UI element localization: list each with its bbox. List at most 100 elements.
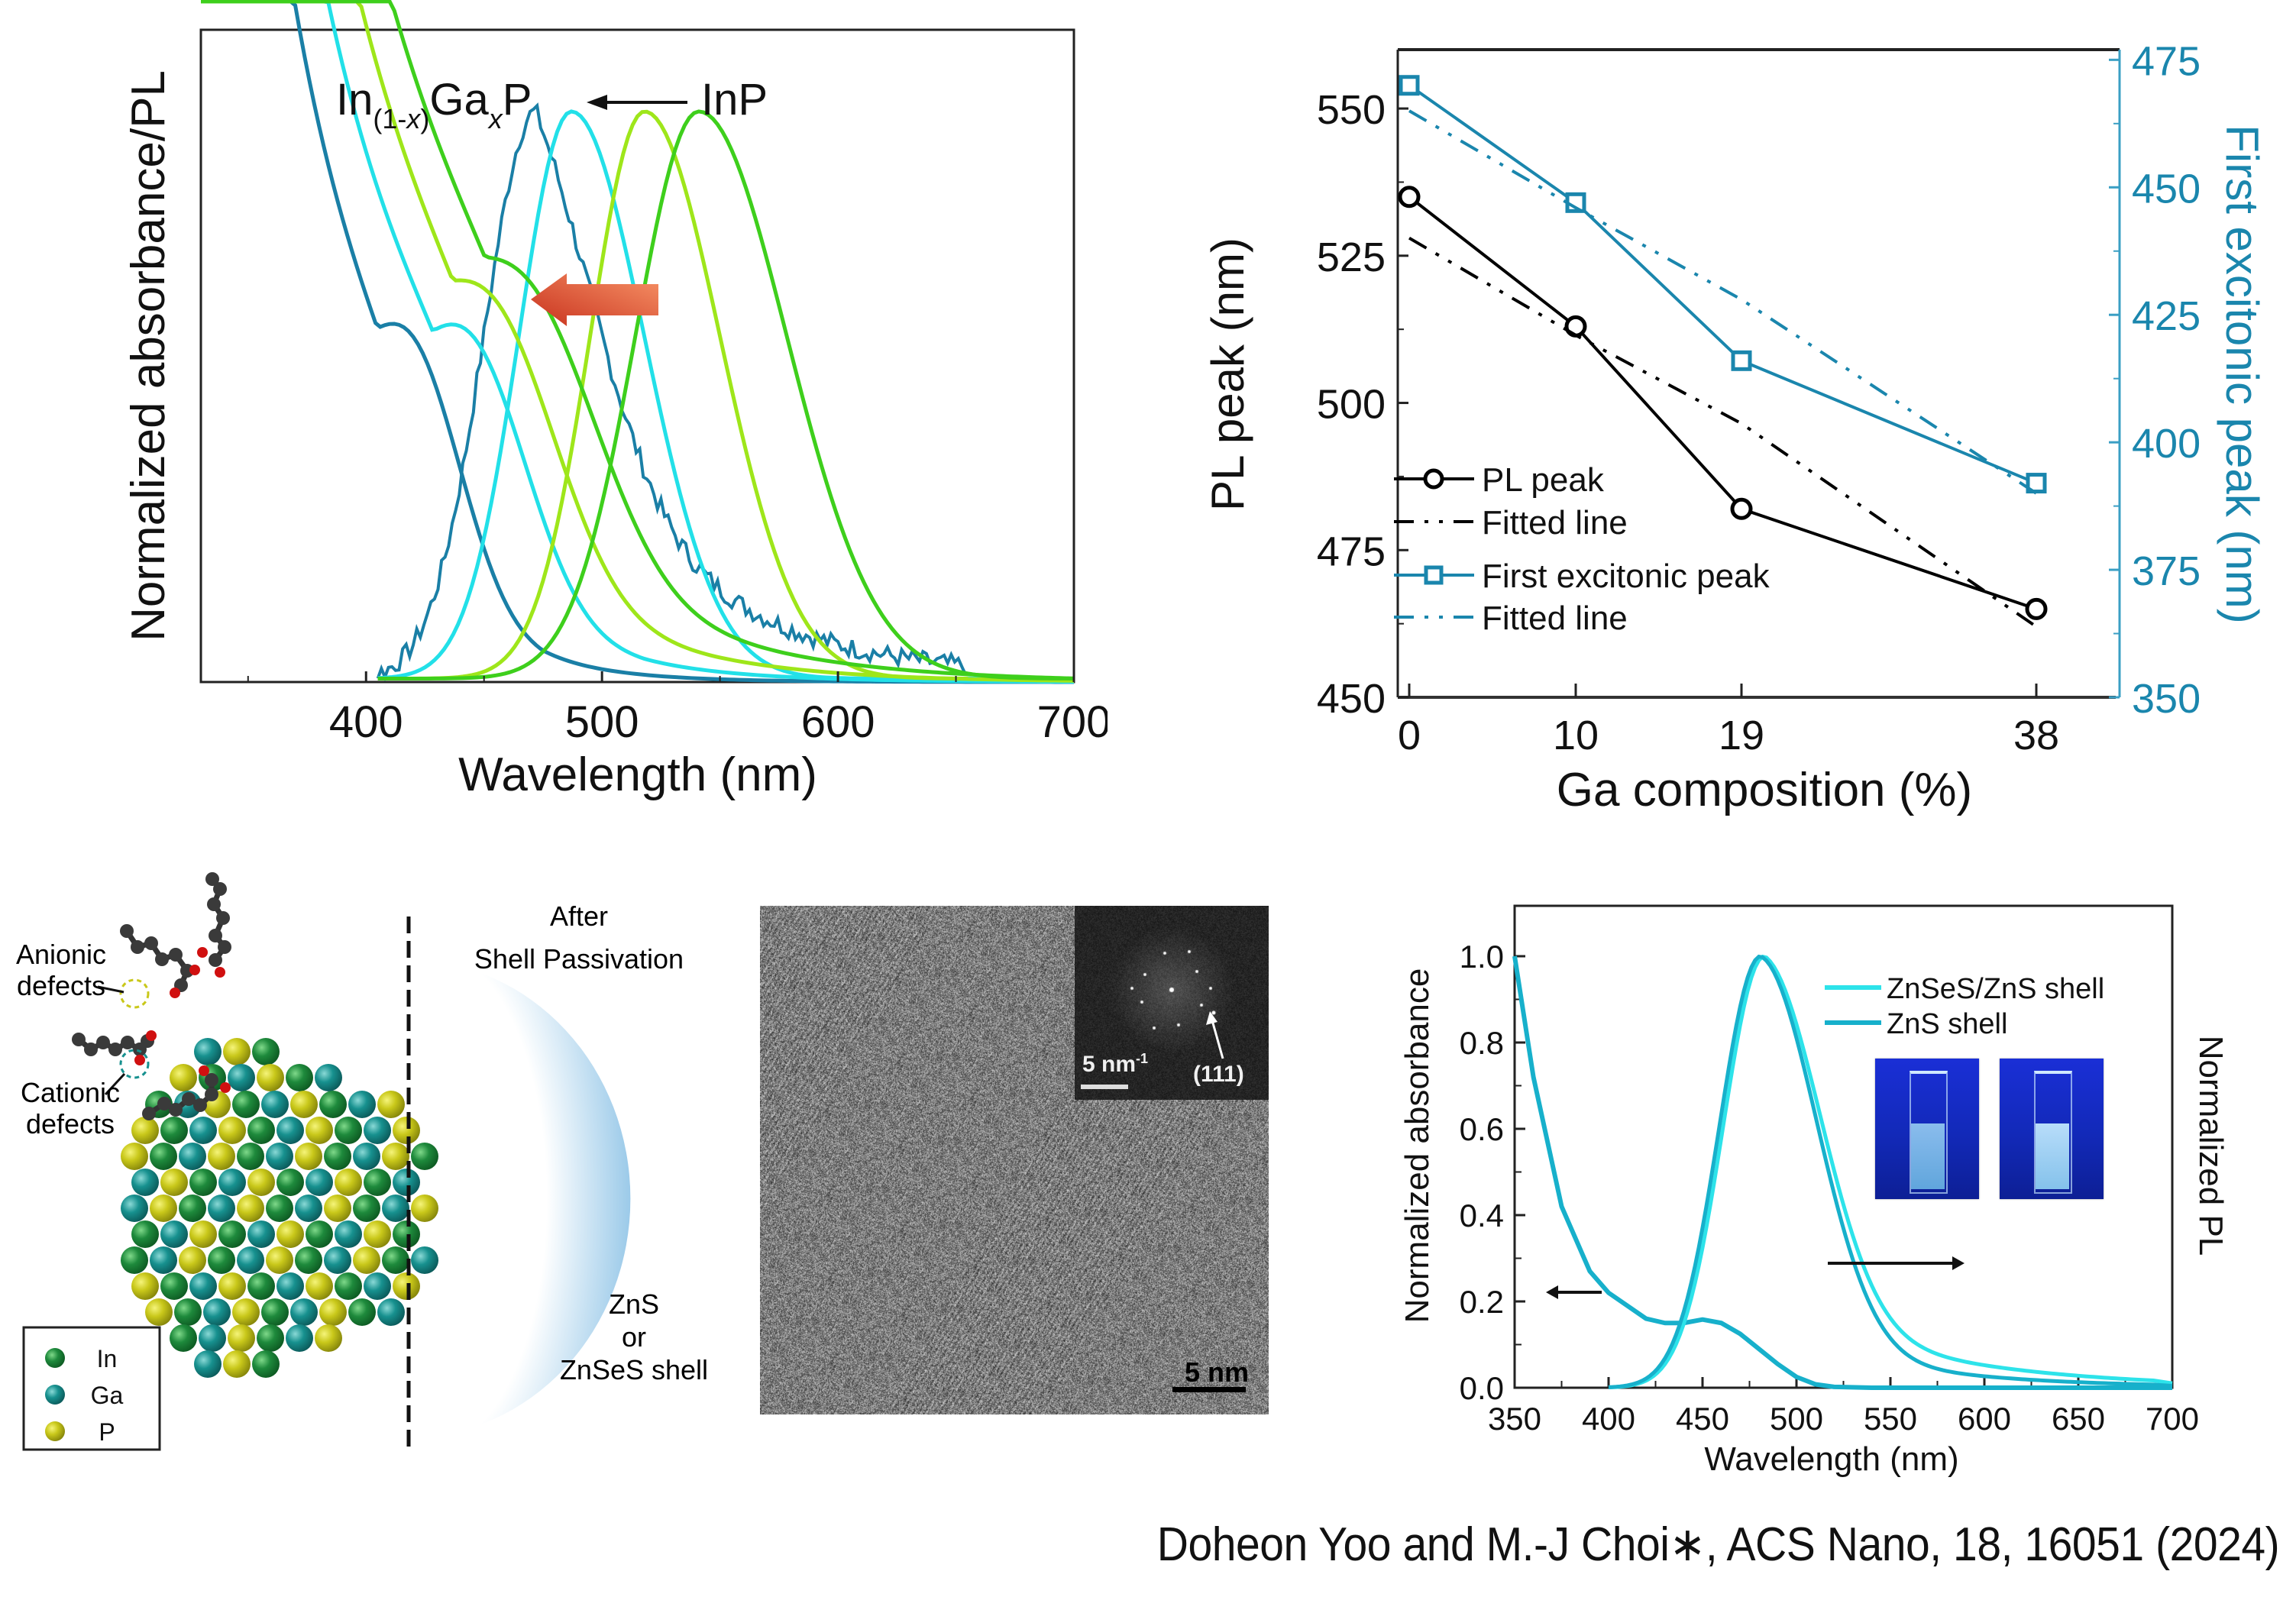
fft-scale-bar	[1081, 1085, 1128, 1089]
shell-label-2: or	[622, 1321, 646, 1353]
p-atom	[218, 1117, 246, 1144]
p-atom	[393, 1117, 420, 1144]
shift-arrow-icon	[531, 273, 658, 326]
x-axis-label: Ga composition (%)	[1557, 764, 1972, 816]
legend-label: P	[99, 1418, 115, 1446]
x-tick-label: 400	[1582, 1401, 1635, 1437]
ga-atom	[353, 1143, 380, 1170]
p-atom	[189, 1220, 217, 1248]
p-atom	[393, 1272, 420, 1300]
series-line	[1408, 84, 2037, 485]
cationic-label: Cationic	[21, 1077, 120, 1108]
carbon-atom	[169, 1103, 183, 1117]
in-atom	[276, 1169, 304, 1196]
ga-atom	[377, 1298, 405, 1326]
carbon-atom	[182, 1092, 196, 1106]
carbon-atom	[216, 911, 230, 925]
carbon-atom	[96, 1036, 110, 1049]
y2-tick-label: 400	[2132, 421, 2201, 467]
in-atom	[252, 1038, 280, 1065]
oxygen-atom	[197, 947, 208, 958]
ga-atom	[393, 1169, 420, 1196]
in-atom	[170, 1324, 197, 1352]
p-atom	[223, 1350, 251, 1378]
in-atom	[174, 1298, 202, 1326]
x-tick-label: 700	[2146, 1401, 2199, 1437]
y2-axis-label: First excitonic peak (nm)	[2217, 124, 2268, 624]
anionic-label-2: defects	[17, 970, 105, 1001]
in-atom	[257, 1324, 284, 1352]
p-atom	[257, 1064, 284, 1091]
chart-legend: PL peak Fitted line First excitonic peak Fi…	[1394, 461, 1771, 637]
y2-tick-label: 450	[2132, 166, 2201, 212]
carbon-atom	[131, 940, 144, 954]
p-atom	[218, 1272, 246, 1300]
ga-atom	[324, 1246, 351, 1274]
y-tick-label: 0.0	[1460, 1370, 1504, 1406]
legend-label: First excitonic peak	[1482, 558, 1771, 595]
fft-inset: 5 nm-1 (111)	[1075, 906, 1269, 1100]
ga-atom	[247, 1220, 275, 1248]
in-atom	[232, 1091, 260, 1118]
pl-peak-vs-ga-chart: 450 475 500 525 550 350 375 400 425 450 475 0 10 19 38…	[1202, 38, 2268, 816]
y-tick-label: 0.2	[1460, 1284, 1504, 1320]
series-line	[1408, 109, 2038, 495]
p-atom	[306, 1272, 333, 1300]
x-tick-label: 550	[1864, 1401, 1917, 1437]
ga-atom	[121, 1195, 148, 1222]
carbon-atom	[84, 1043, 98, 1056]
in-atom	[252, 1350, 280, 1378]
atom-lattice	[121, 1038, 438, 1378]
ga-atom	[237, 1246, 264, 1274]
carbon-atom	[213, 882, 227, 896]
oxygen-atom	[146, 1030, 157, 1041]
legend-label: Ga	[91, 1382, 124, 1409]
p-atom	[364, 1220, 391, 1248]
in-atom	[324, 1143, 351, 1170]
in-atom	[261, 1298, 289, 1326]
in-atom	[247, 1117, 275, 1144]
y-axis-label: Normalized absorbance	[1399, 968, 1436, 1324]
in-atom	[160, 1272, 188, 1300]
legend-label: ZnSeS/ZnS shell	[1887, 973, 2104, 1005]
x-tick-label: 400	[329, 697, 403, 747]
tem-image: 5 nm-1 (111) 5 nm	[760, 906, 1269, 1414]
x-axis-label: Wavelength (nm)	[458, 748, 817, 801]
ga-atom	[203, 1298, 231, 1326]
p-atom	[131, 1117, 159, 1144]
carbon-atom	[142, 1107, 156, 1120]
in-atom	[306, 1220, 333, 1248]
carbon-atom	[205, 1088, 218, 1101]
x-tick-label: 650	[2052, 1401, 2105, 1437]
carbon-atom	[155, 952, 169, 966]
ga-atom	[276, 1117, 304, 1144]
oxygen-atom	[134, 1055, 145, 1065]
p-atom	[266, 1246, 293, 1274]
p-atom	[208, 1143, 235, 1170]
p-atom	[179, 1246, 206, 1274]
inp-label: InP	[701, 75, 768, 124]
carbon-atom	[144, 936, 158, 950]
p-atom	[150, 1195, 177, 1222]
carbon-atom	[121, 1036, 134, 1049]
data-point	[2025, 597, 2048, 620]
ga-atom	[306, 1169, 333, 1196]
anionic-pointer	[97, 985, 125, 994]
x-tick-label: 700	[1037, 697, 1108, 747]
data-point	[1730, 497, 1753, 520]
legend-marker	[1424, 565, 1444, 585]
ga-atom	[208, 1195, 235, 1222]
in-atom	[266, 1195, 293, 1222]
carbon-atom	[120, 924, 134, 938]
carbon-atom	[193, 1098, 207, 1112]
oxygen-atom	[220, 1082, 231, 1093]
ga-atom	[131, 1169, 159, 1196]
y-tick-label: 1.0	[1460, 939, 1504, 975]
p-atom	[295, 1143, 322, 1170]
in-atom	[411, 1143, 438, 1170]
y-tick-label: 0.8	[1460, 1025, 1504, 1061]
ga-legend-icon	[45, 1385, 65, 1405]
pl-line	[377, 109, 1072, 681]
ga-atom	[199, 1324, 226, 1352]
plot-frame	[199, 28, 1075, 684]
